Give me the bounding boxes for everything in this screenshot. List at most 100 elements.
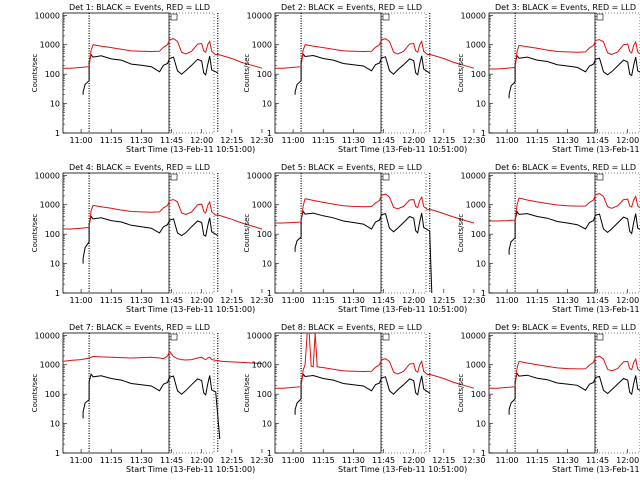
legend-box [596,173,604,181]
chart-panel: Det 5: BLACK = Events, RED = LLD 1 10 100 10… [243,163,485,314]
x-tick-label: 12:00 [402,456,425,465]
y-axis-label: Counts/sec [243,214,251,253]
chart-panel: Det 3: BLACK = Events, RED = LLD 1 10 100 10… [457,3,640,154]
x-axis-label: Start Time (13-Feb-11 10:51:00) [552,305,640,314]
x-tick-label: 11:15 [312,296,335,305]
y-tick-label: 1 [55,449,60,458]
x-tick-label: 11:15 [100,296,123,305]
lld-series-line [275,332,475,389]
x-tick-label: 11:00 [70,296,93,305]
plot-frame [488,12,596,134]
y-tick-label: 1000 [252,41,272,50]
y-tick-label: 1 [55,289,60,298]
x-tick-label: 11:30 [556,136,579,145]
x-tick-label: 12:30 [250,136,273,145]
chart-panel: Det 2: BLACK = Events, RED = LLD 1 10 100 10… [243,3,485,154]
plot-frame [488,332,596,454]
plot-frame [274,172,382,294]
x-tick-label: 11:30 [342,136,365,145]
x-tick-label: 12:00 [402,296,425,305]
x-axis-label: Start Time (13-Feb-11 10:51:00) [552,465,640,474]
chart-panel: Det 9: BLACK = Events, RED = LLD 1 10 100 10… [457,323,640,474]
x-tick-label: 12:30 [250,296,273,305]
chart-title: Det 5: BLACK = Events, RED = LLD [281,163,422,172]
x-tick-label: 12:15 [432,456,455,465]
plot-frame [274,12,382,134]
x-tick-label: 11:00 [496,296,519,305]
x-tick-label: 11:45 [586,456,609,465]
legend-box [170,333,178,341]
y-tick-label: 10 [476,100,486,109]
chart-title: Det 4: BLACK = Events, RED = LLD [69,163,210,172]
legend-box [382,333,390,341]
lld-series-line [489,193,640,222]
y-axis-label: Counts/sec [243,54,251,93]
y-tick-label: 1 [481,289,486,298]
lld-series-line [489,39,640,70]
x-tick-label: 12:30 [462,296,485,305]
x-tick-label: 11:30 [556,296,579,305]
x-tick-label: 11:45 [372,136,395,145]
plot-frame [488,172,596,294]
x-tick-label: 12:15 [220,456,243,465]
plot-frame-extension [381,12,427,134]
x-tick-label: 11:45 [372,296,395,305]
y-tick-label: 1000 [40,361,60,370]
x-tick-label: 12:00 [190,296,213,305]
legend-box [382,13,390,21]
plot-frame-extension [595,332,640,454]
x-tick-label: 11:30 [130,456,153,465]
y-tick-label: 1 [55,129,60,138]
plot-frame-extension [381,332,427,454]
y-tick-label: 100 [471,70,486,79]
x-tick-label: 12:00 [190,456,213,465]
chart-title: Det 2: BLACK = Events, RED = LLD [281,3,422,12]
chart-title: Det 8: BLACK = Events, RED = LLD [281,323,422,332]
x-tick-label: 12:00 [190,136,213,145]
x-tick-label: 11:45 [160,456,183,465]
plot-frame-extension [169,332,215,454]
y-tick-label: 100 [257,230,272,239]
x-tick-label: 11:00 [70,456,93,465]
plot-frame [62,332,170,454]
x-tick-label: 11:30 [342,296,365,305]
plot-frame [62,12,170,134]
events-series-line [294,53,430,95]
y-tick-label: 10 [476,260,486,269]
x-tick-label: 12:00 [616,136,639,145]
y-tick-label: 10 [476,420,486,429]
y-axis-label: Counts/sec [31,54,39,93]
chart-title: Det 3: BLACK = Events, RED = LLD [495,3,636,12]
y-tick-label: 10000 [247,331,272,340]
lld-series-line [275,193,475,224]
chart-title: Det 6: BLACK = Events, RED = LLD [495,163,636,172]
y-axis-label: Counts/sec [243,374,251,413]
x-tick-label: 11:30 [342,456,365,465]
x-tick-label: 11:30 [556,456,579,465]
lld-series-line [275,38,475,69]
chart-panel: Det 8: BLACK = Events, RED = LLD 1 10 100 10… [243,323,485,474]
x-tick-label: 12:15 [220,296,243,305]
y-tick-label: 100 [257,390,272,399]
y-tick-label: 100 [45,70,60,79]
y-tick-label: 10000 [461,171,486,180]
x-axis-label: Start Time (13-Feb-11 10:51:00) [338,465,467,474]
y-tick-label: 1000 [466,41,486,50]
y-tick-label: 100 [45,230,60,239]
x-tick-label: 12:30 [462,136,485,145]
x-tick-label: 11:45 [586,296,609,305]
y-tick-label: 10000 [35,171,60,180]
x-tick-label: 11:15 [526,456,549,465]
x-tick-label: 12:00 [616,456,639,465]
y-axis-label: Counts/sec [31,214,39,253]
y-tick-label: 10000 [247,171,272,180]
x-tick-label: 12:30 [250,456,273,465]
events-series-line [508,54,640,99]
plot-frame-extension [595,172,640,294]
x-tick-label: 12:15 [220,136,243,145]
x-tick-label: 11:30 [130,136,153,145]
events-series-line [508,372,640,415]
legend-box [170,173,178,181]
plot-frame [274,332,382,454]
